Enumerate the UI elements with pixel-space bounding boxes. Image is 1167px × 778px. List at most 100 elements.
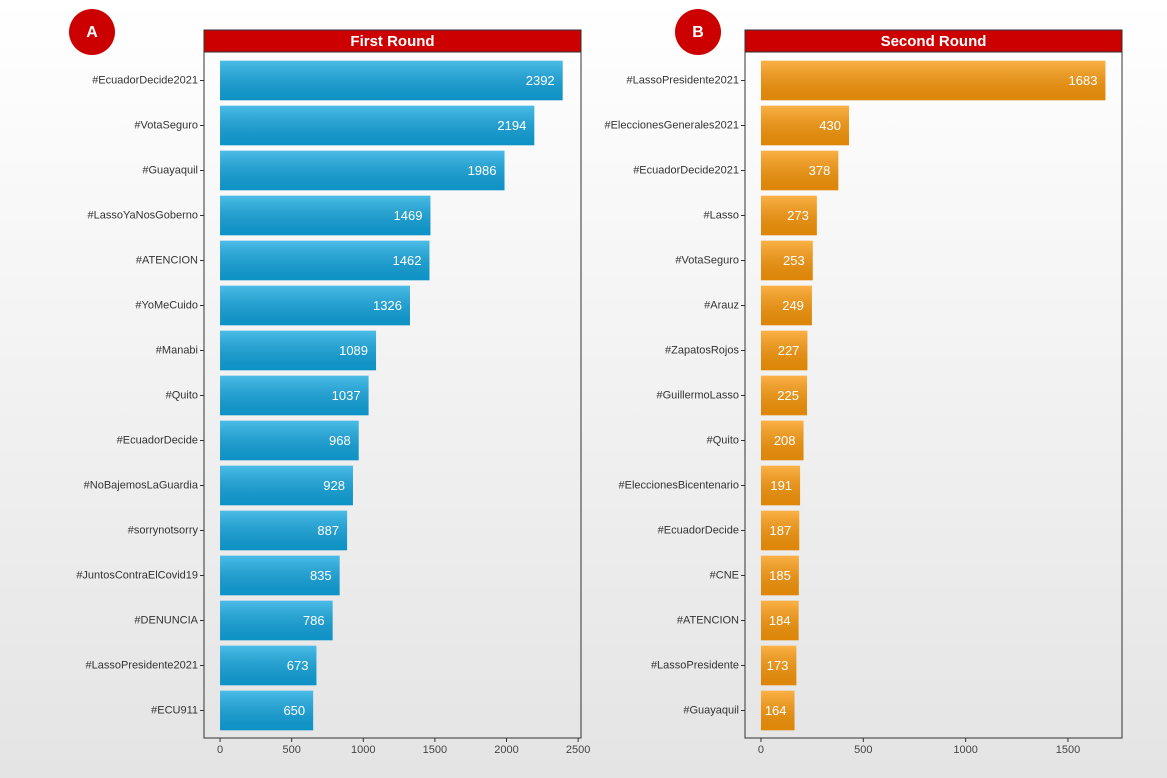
y-tick-label: #Quito: [166, 389, 198, 401]
value-label: 1326: [373, 298, 402, 313]
bar-shade: [220, 420, 359, 461]
value-label: 835: [310, 568, 332, 583]
bar-shade: [220, 285, 410, 326]
bar-shade: [220, 690, 314, 731]
bar-shade: [760, 375, 808, 416]
bar-shade: [760, 690, 795, 731]
title-bar: [744, 29, 1123, 53]
y-tick-label: #DENUNCIA: [134, 614, 198, 626]
value-label: 173: [767, 658, 789, 673]
chart-title: Second Round: [881, 33, 987, 50]
bar-shade: [760, 330, 808, 371]
bar-shade: [220, 375, 369, 416]
bar-shade: [760, 60, 1106, 101]
x-tick-label: 500: [282, 744, 300, 756]
value-label: 968: [329, 433, 351, 448]
value-label: 2194: [497, 118, 526, 133]
y-tick-label: #YoMeCuido: [135, 299, 198, 311]
value-label: 430: [819, 118, 841, 133]
bar-shade: [220, 465, 353, 506]
y-tick-label: #CNE: [710, 569, 739, 581]
value-label: 673: [287, 658, 309, 673]
value-label: 249: [782, 298, 804, 313]
chart-title: First Round: [350, 33, 434, 50]
y-tick-label: #Guayaquil: [683, 704, 739, 716]
bar-shade: [760, 150, 839, 191]
x-tick-label: 0: [217, 744, 223, 756]
value-label: 227: [778, 343, 800, 358]
value-label: 185: [769, 568, 791, 583]
y-tick-label: #EcuadorDecide: [658, 524, 739, 536]
y-tick-label: #EcuadorDecide2021: [633, 164, 739, 176]
bar-shade: [760, 240, 813, 281]
bar-shade: [220, 330, 377, 371]
y-tick-label: #Guayaquil: [142, 164, 198, 176]
bar-shade: [220, 195, 431, 236]
y-tick-label: #GuillermoLasso: [656, 389, 739, 401]
value-label: 253: [783, 253, 805, 268]
value-label: 208: [774, 433, 796, 448]
bar-shade: [220, 645, 317, 686]
bar-shade: [220, 60, 563, 101]
bar-shade: [760, 555, 799, 596]
y-tick-label: #EcuadorDecide2021: [92, 74, 198, 86]
bar-shade: [760, 600, 799, 641]
bar-shade: [760, 285, 812, 326]
y-tick-label: #ECU911: [151, 704, 198, 716]
y-tick-label: #Lasso: [704, 209, 739, 221]
value-label: 187: [770, 523, 792, 538]
value-label: 378: [809, 163, 831, 178]
value-label: 164: [765, 703, 787, 718]
bar-shade: [220, 600, 333, 641]
x-tick-label: 1000: [351, 744, 375, 756]
value-label: 1986: [468, 163, 497, 178]
panel-badge: [69, 9, 115, 55]
value-label: 887: [317, 523, 339, 538]
panel-label: B: [692, 24, 704, 41]
value-label: 225: [777, 388, 799, 403]
bar-shade: [220, 150, 505, 191]
bar-shade: [220, 105, 535, 146]
y-tick-label: #JuntosContraElCovid19: [76, 569, 198, 581]
y-tick-label: #Arauz: [704, 299, 739, 311]
x-tick-label: 2500: [566, 744, 590, 756]
x-tick-label: 1500: [1056, 744, 1080, 756]
value-label: 1683: [1069, 73, 1098, 88]
bar-shade: [760, 645, 797, 686]
panel-label: A: [86, 24, 98, 41]
y-tick-label: #VotaSeguro: [134, 119, 198, 131]
y-tick-label: #LassoPresidente2021: [85, 659, 198, 671]
value-label: 786: [303, 613, 325, 628]
y-tick-label: #ATENCION: [136, 254, 198, 266]
bar-shade: [220, 510, 348, 551]
y-tick-label: #ZapatosRojos: [665, 344, 739, 356]
bar-shade: [220, 240, 430, 281]
y-tick-label: #ATENCION: [677, 614, 739, 626]
bar-shade: [760, 195, 817, 236]
value-label: 2392: [526, 73, 555, 88]
x-tick-label: 2000: [494, 744, 518, 756]
y-tick-label: #NoBajemosLaGuardia: [84, 479, 199, 491]
y-tick-label: #LassoYaNosGoberno: [88, 209, 198, 221]
value-label: 1469: [394, 208, 423, 223]
title-bar: [203, 29, 582, 53]
x-tick-label: 1000: [953, 744, 977, 756]
bar-shade: [760, 420, 804, 461]
value-label: 650: [283, 703, 305, 718]
y-tick-label: #LassoPresidente: [651, 659, 739, 671]
value-label: 273: [787, 208, 809, 223]
y-tick-label: #VotaSeguro: [675, 254, 739, 266]
value-label: 1462: [393, 253, 422, 268]
x-tick-label: 1500: [423, 744, 447, 756]
bar-shade: [220, 555, 340, 596]
bar-shade: [760, 105, 849, 146]
y-tick-label: #EcuadorDecide: [117, 434, 198, 446]
value-label: 1037: [332, 388, 361, 403]
bar-shade: [760, 465, 801, 506]
y-tick-label: #EleccionesBicentenario: [619, 479, 739, 491]
x-tick-label: 500: [854, 744, 872, 756]
panel-badge: [675, 9, 721, 55]
bar-shade: [760, 510, 800, 551]
